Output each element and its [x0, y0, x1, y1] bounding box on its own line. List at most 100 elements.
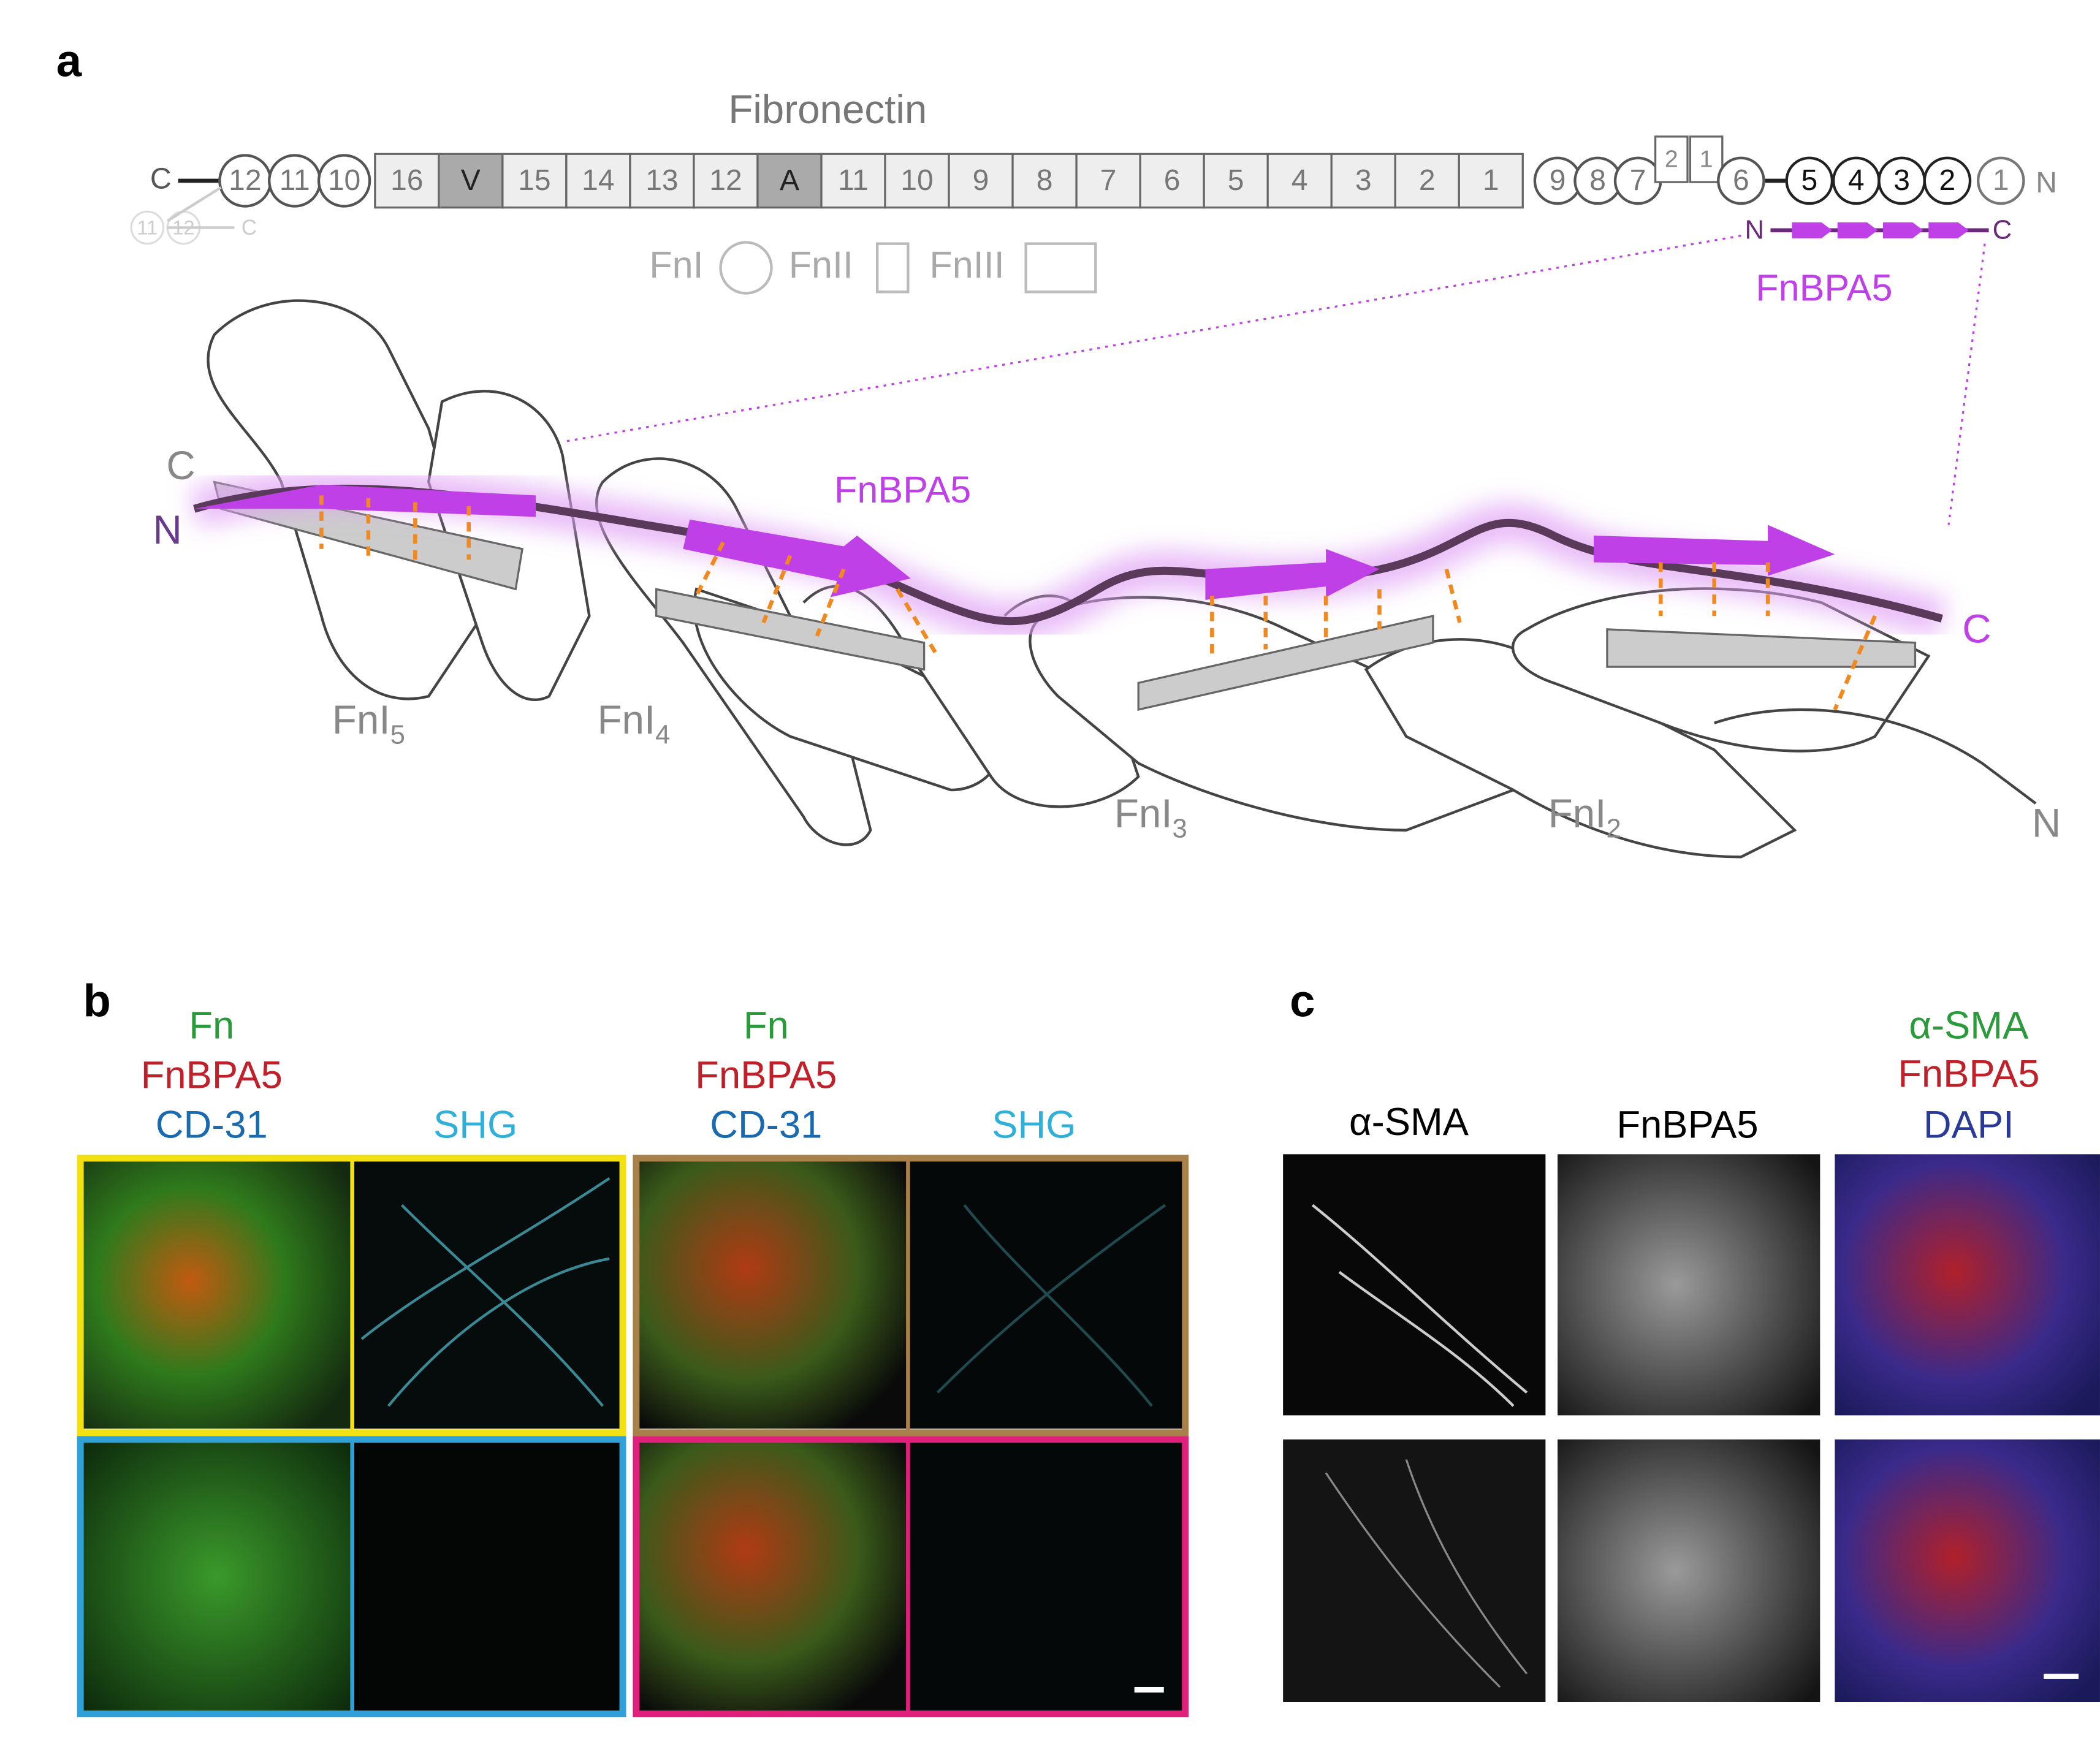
domain-number: 5 [1801, 164, 1817, 197]
legend: FnI FnII FnIII [649, 241, 1097, 295]
zoom-line [562, 234, 1741, 443]
beta-strand [1205, 548, 1380, 600]
domain-number: 3 [1355, 164, 1372, 197]
fniii-domain [374, 153, 440, 209]
domain-number: 7 [1100, 164, 1117, 197]
fni-domain [1976, 156, 2025, 205]
micrograph [1835, 1439, 2100, 1702]
domain-number: 11 [137, 216, 158, 238]
end-label: C [166, 443, 195, 488]
domain-number: 11 [838, 164, 869, 197]
fniii-domain [1458, 153, 1524, 209]
header: DAPI [1923, 1103, 2014, 1146]
header: CD-31 [156, 1103, 268, 1146]
domain-number: 9 [1550, 164, 1566, 197]
fniii-domain [1394, 153, 1460, 209]
header: FnBPA5 [1898, 1052, 2039, 1095]
header: FnBPA5 [695, 1054, 837, 1097]
domain-number: 1 [1700, 146, 1713, 173]
fniii-domain [1266, 153, 1333, 209]
fnbpa5-chain [188, 468, 1947, 642]
fniii-domain [693, 153, 759, 209]
strip-arrows [1792, 222, 1969, 238]
domain-label: FnI4 [598, 697, 671, 749]
backbone [193, 484, 1943, 626]
strand [1137, 615, 1434, 712]
header: CD-31 [710, 1103, 822, 1146]
domain-number: 8 [1589, 164, 1606, 197]
header: Fn [744, 1004, 789, 1047]
fniii-domain [884, 153, 950, 209]
header: α-SMA [1349, 1101, 1469, 1144]
fni-domain [317, 154, 371, 208]
domain-number: 14 [582, 164, 614, 197]
domain-number: 4 [1848, 164, 1865, 197]
faded-connector [166, 186, 235, 229]
fni-domain [1717, 156, 1765, 205]
header: FnBPA5 [1616, 1103, 1758, 1146]
strip-n: N [1744, 215, 1764, 245]
scale-bar [1134, 1687, 1164, 1693]
domain-number: 4 [1292, 164, 1308, 197]
fibers [360, 1177, 611, 1407]
domain-number: 6 [1164, 164, 1181, 197]
fniii-domain [1139, 153, 1205, 209]
beta-strand [683, 519, 911, 598]
domain-number: 2 [1665, 146, 1678, 173]
panel-label: b [83, 975, 111, 1026]
domain-number: 10 [900, 164, 933, 197]
domain-number: 10 [328, 164, 360, 197]
beta-strand [194, 484, 536, 517]
micrograph [351, 1442, 620, 1712]
micrograph [83, 1442, 351, 1712]
domain-number: 5 [1228, 164, 1244, 197]
domain-number: 1 [1483, 164, 1499, 197]
strip-c: C [1993, 215, 2012, 245]
domain-number: 6 [1733, 164, 1749, 197]
domain-number: 2 [1939, 164, 1956, 197]
ribbon [1714, 708, 2037, 805]
h-bond [319, 495, 1877, 711]
domain-bar: C N12 11 10 16 V 15 14 13 12 A 11 10 9 8 7 6 5 4 3 2 1 9 8 72 16 5… [130, 135, 2057, 245]
b-images [77, 1155, 1189, 1718]
domain-number: 12 [229, 164, 261, 197]
beta-strand [1594, 525, 1835, 576]
end-label: C [150, 162, 172, 195]
header: SHG [433, 1103, 517, 1146]
domain-number: 16 [390, 164, 423, 197]
fniii-domain [629, 153, 695, 209]
domain-number: 12 [709, 164, 742, 197]
domain-number: 11 [280, 164, 310, 197]
domain-number: 1 [1993, 164, 2009, 197]
fnbpa5-strip: N C FnBPA5 [562, 215, 2012, 525]
zoom-line [1947, 243, 1986, 525]
title: Fibronectin [728, 87, 927, 132]
micrograph [639, 1442, 907, 1712]
domain-number: A [780, 164, 799, 197]
domain-label: FnI5 [332, 697, 405, 749]
micrograph [1558, 1439, 1820, 1702]
fibers [1325, 1459, 1528, 1688]
strand [1606, 628, 1917, 668]
micrograph [351, 1161, 620, 1429]
micrograph [1558, 1154, 1820, 1416]
c-images [1283, 1154, 2100, 1702]
header: SHG [992, 1103, 1076, 1146]
fniii-domain [565, 153, 631, 209]
domain-label: FnI3 [1114, 791, 1187, 843]
micrograph [639, 1161, 907, 1429]
panel-label: a [56, 36, 82, 86]
end-label: C [242, 216, 257, 240]
end-label: N [153, 507, 181, 552]
end-label: N [2032, 800, 2061, 845]
legend-icon [1024, 242, 1097, 294]
fnii-domain [1689, 135, 1724, 183]
legend-label: FnII [789, 244, 853, 286]
micrograph [83, 1161, 351, 1429]
end-label: N [2036, 166, 2057, 199]
fniii-domain [1075, 153, 1141, 209]
domain-number: 9 [973, 164, 989, 197]
domain-label: FnI2 [1548, 791, 1621, 843]
domain-number: 3 [1893, 164, 1910, 197]
